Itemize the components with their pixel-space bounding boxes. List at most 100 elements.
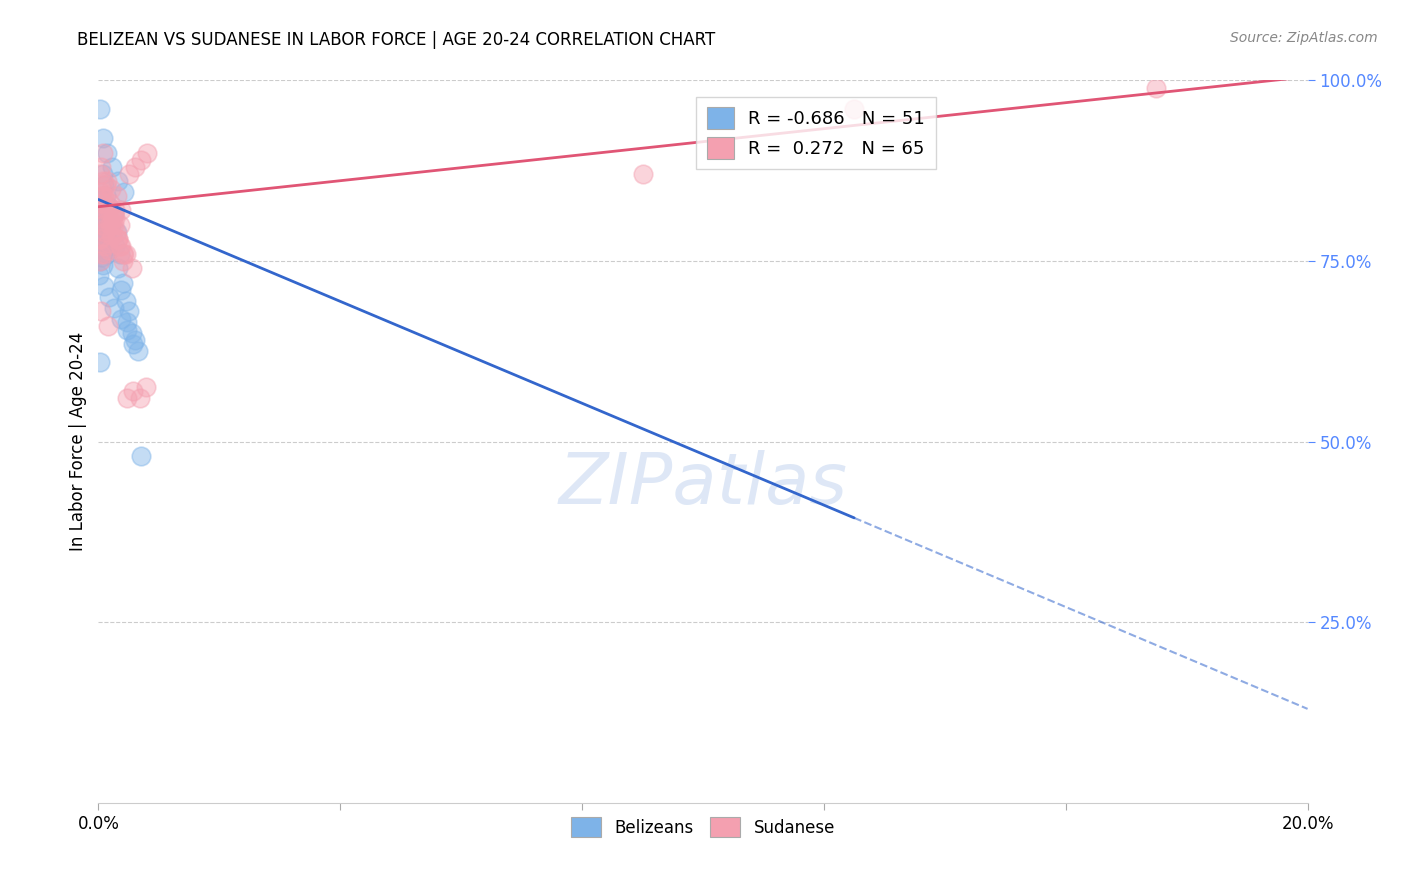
Point <box>91 218 114 232</box>
Point <box>96 211 118 225</box>
Point <box>104 203 127 218</box>
Point <box>124 334 146 348</box>
Point <box>121 326 143 340</box>
Point <box>112 253 135 268</box>
Point <box>105 225 128 239</box>
Point <box>97 203 120 218</box>
Point <box>91 228 114 243</box>
Point <box>111 276 134 290</box>
Point <box>90 193 112 207</box>
Point <box>100 228 122 243</box>
Point <box>94 178 117 192</box>
Point <box>108 218 131 232</box>
Point <box>93 211 115 225</box>
Point <box>114 293 136 308</box>
Point <box>96 203 118 218</box>
Point <box>100 228 122 243</box>
Point <box>97 235 120 250</box>
Point <box>844 102 866 116</box>
Point <box>91 228 114 243</box>
Point <box>101 211 124 225</box>
Point <box>107 232 129 246</box>
Point <box>97 290 120 304</box>
Point <box>105 232 128 246</box>
Point <box>129 153 152 167</box>
Point <box>101 160 124 174</box>
Point <box>91 189 114 203</box>
Point <box>91 167 114 181</box>
Point <box>117 315 139 329</box>
Point <box>89 253 111 268</box>
Point <box>112 186 135 200</box>
Point <box>115 322 138 336</box>
Point <box>103 207 125 221</box>
Point <box>103 218 125 232</box>
Point <box>110 311 132 326</box>
Point <box>121 261 143 276</box>
Point <box>91 131 114 145</box>
Point <box>118 167 141 181</box>
Point <box>105 189 128 203</box>
Point <box>90 207 112 221</box>
Point <box>98 218 121 232</box>
Point <box>89 355 111 369</box>
Point <box>108 246 131 260</box>
Text: BELIZEAN VS SUDANESE IN LABOR FORCE | AGE 20-24 CORRELATION CHART: BELIZEAN VS SUDANESE IN LABOR FORCE | AG… <box>77 31 716 49</box>
Point <box>97 318 120 333</box>
Point <box>91 174 114 188</box>
Point <box>90 304 112 318</box>
Legend: Belizeans, Sudanese: Belizeans, Sudanese <box>562 809 844 845</box>
Point <box>91 218 114 232</box>
Text: Source: ZipAtlas.com: Source: ZipAtlas.com <box>1230 31 1378 45</box>
Point <box>91 250 114 264</box>
Point <box>118 304 141 318</box>
Point <box>110 283 132 297</box>
Point <box>91 145 114 160</box>
Point <box>104 225 127 239</box>
Point <box>93 232 115 246</box>
Point <box>124 160 146 174</box>
Point <box>100 218 122 232</box>
Point <box>94 239 117 253</box>
Point <box>107 174 129 188</box>
Point <box>91 196 114 211</box>
Point <box>108 239 131 253</box>
Point <box>96 225 118 239</box>
Point <box>93 211 115 225</box>
Point <box>90 160 112 174</box>
Point <box>110 239 132 253</box>
Point <box>111 246 134 260</box>
Point <box>128 391 150 405</box>
Point <box>104 239 127 253</box>
Point <box>135 145 157 160</box>
Point <box>631 167 654 181</box>
Point <box>135 380 157 394</box>
Point <box>98 243 121 257</box>
Point <box>96 221 118 235</box>
Point <box>103 301 125 315</box>
Text: ZIPatlas: ZIPatlas <box>558 450 848 519</box>
Point <box>96 145 118 160</box>
Point <box>122 337 145 351</box>
Point <box>93 189 115 203</box>
Point <box>107 232 129 246</box>
Point <box>117 391 139 405</box>
Point <box>89 253 111 268</box>
Point <box>87 268 110 283</box>
Point <box>107 261 129 276</box>
Point <box>129 449 152 463</box>
Point <box>127 344 149 359</box>
Point <box>93 203 115 218</box>
Point <box>90 246 112 260</box>
Point <box>93 178 115 192</box>
Point <box>93 279 115 293</box>
Point <box>98 200 121 214</box>
Point <box>96 246 118 260</box>
Point <box>103 207 125 221</box>
Point <box>98 243 121 257</box>
Point <box>98 200 121 214</box>
Point <box>89 232 111 246</box>
Point <box>93 246 115 260</box>
Point <box>96 174 118 188</box>
Point <box>112 246 135 260</box>
